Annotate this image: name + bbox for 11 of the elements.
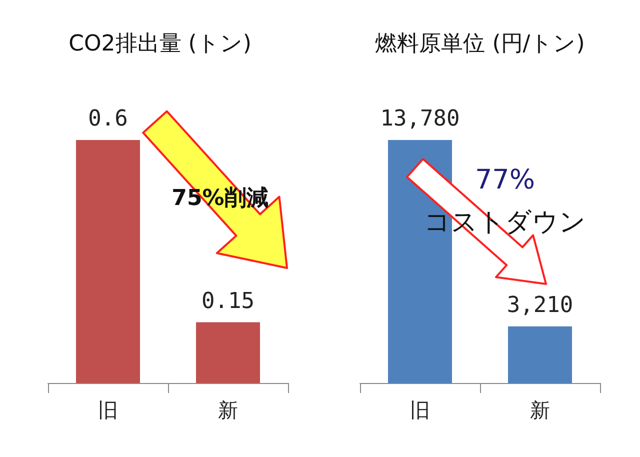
data-label: 13,780 — [380, 106, 460, 132]
data-label: 0.6 — [88, 106, 128, 132]
chart-title: 燃料原単位 (円/トン) — [375, 32, 585, 56]
x-tick-label: 旧 — [98, 400, 118, 422]
x-tick-label: 新 — [218, 400, 238, 422]
data-label: 3,210 — [506, 292, 574, 318]
annotation: 77% — [474, 164, 536, 196]
x-tick-label: 新 — [530, 400, 550, 422]
chart-title: CO2排出量 (トン) — [68, 32, 252, 56]
x-tick-label: 旧 — [410, 400, 430, 422]
data-label: 0.15 — [202, 288, 254, 314]
